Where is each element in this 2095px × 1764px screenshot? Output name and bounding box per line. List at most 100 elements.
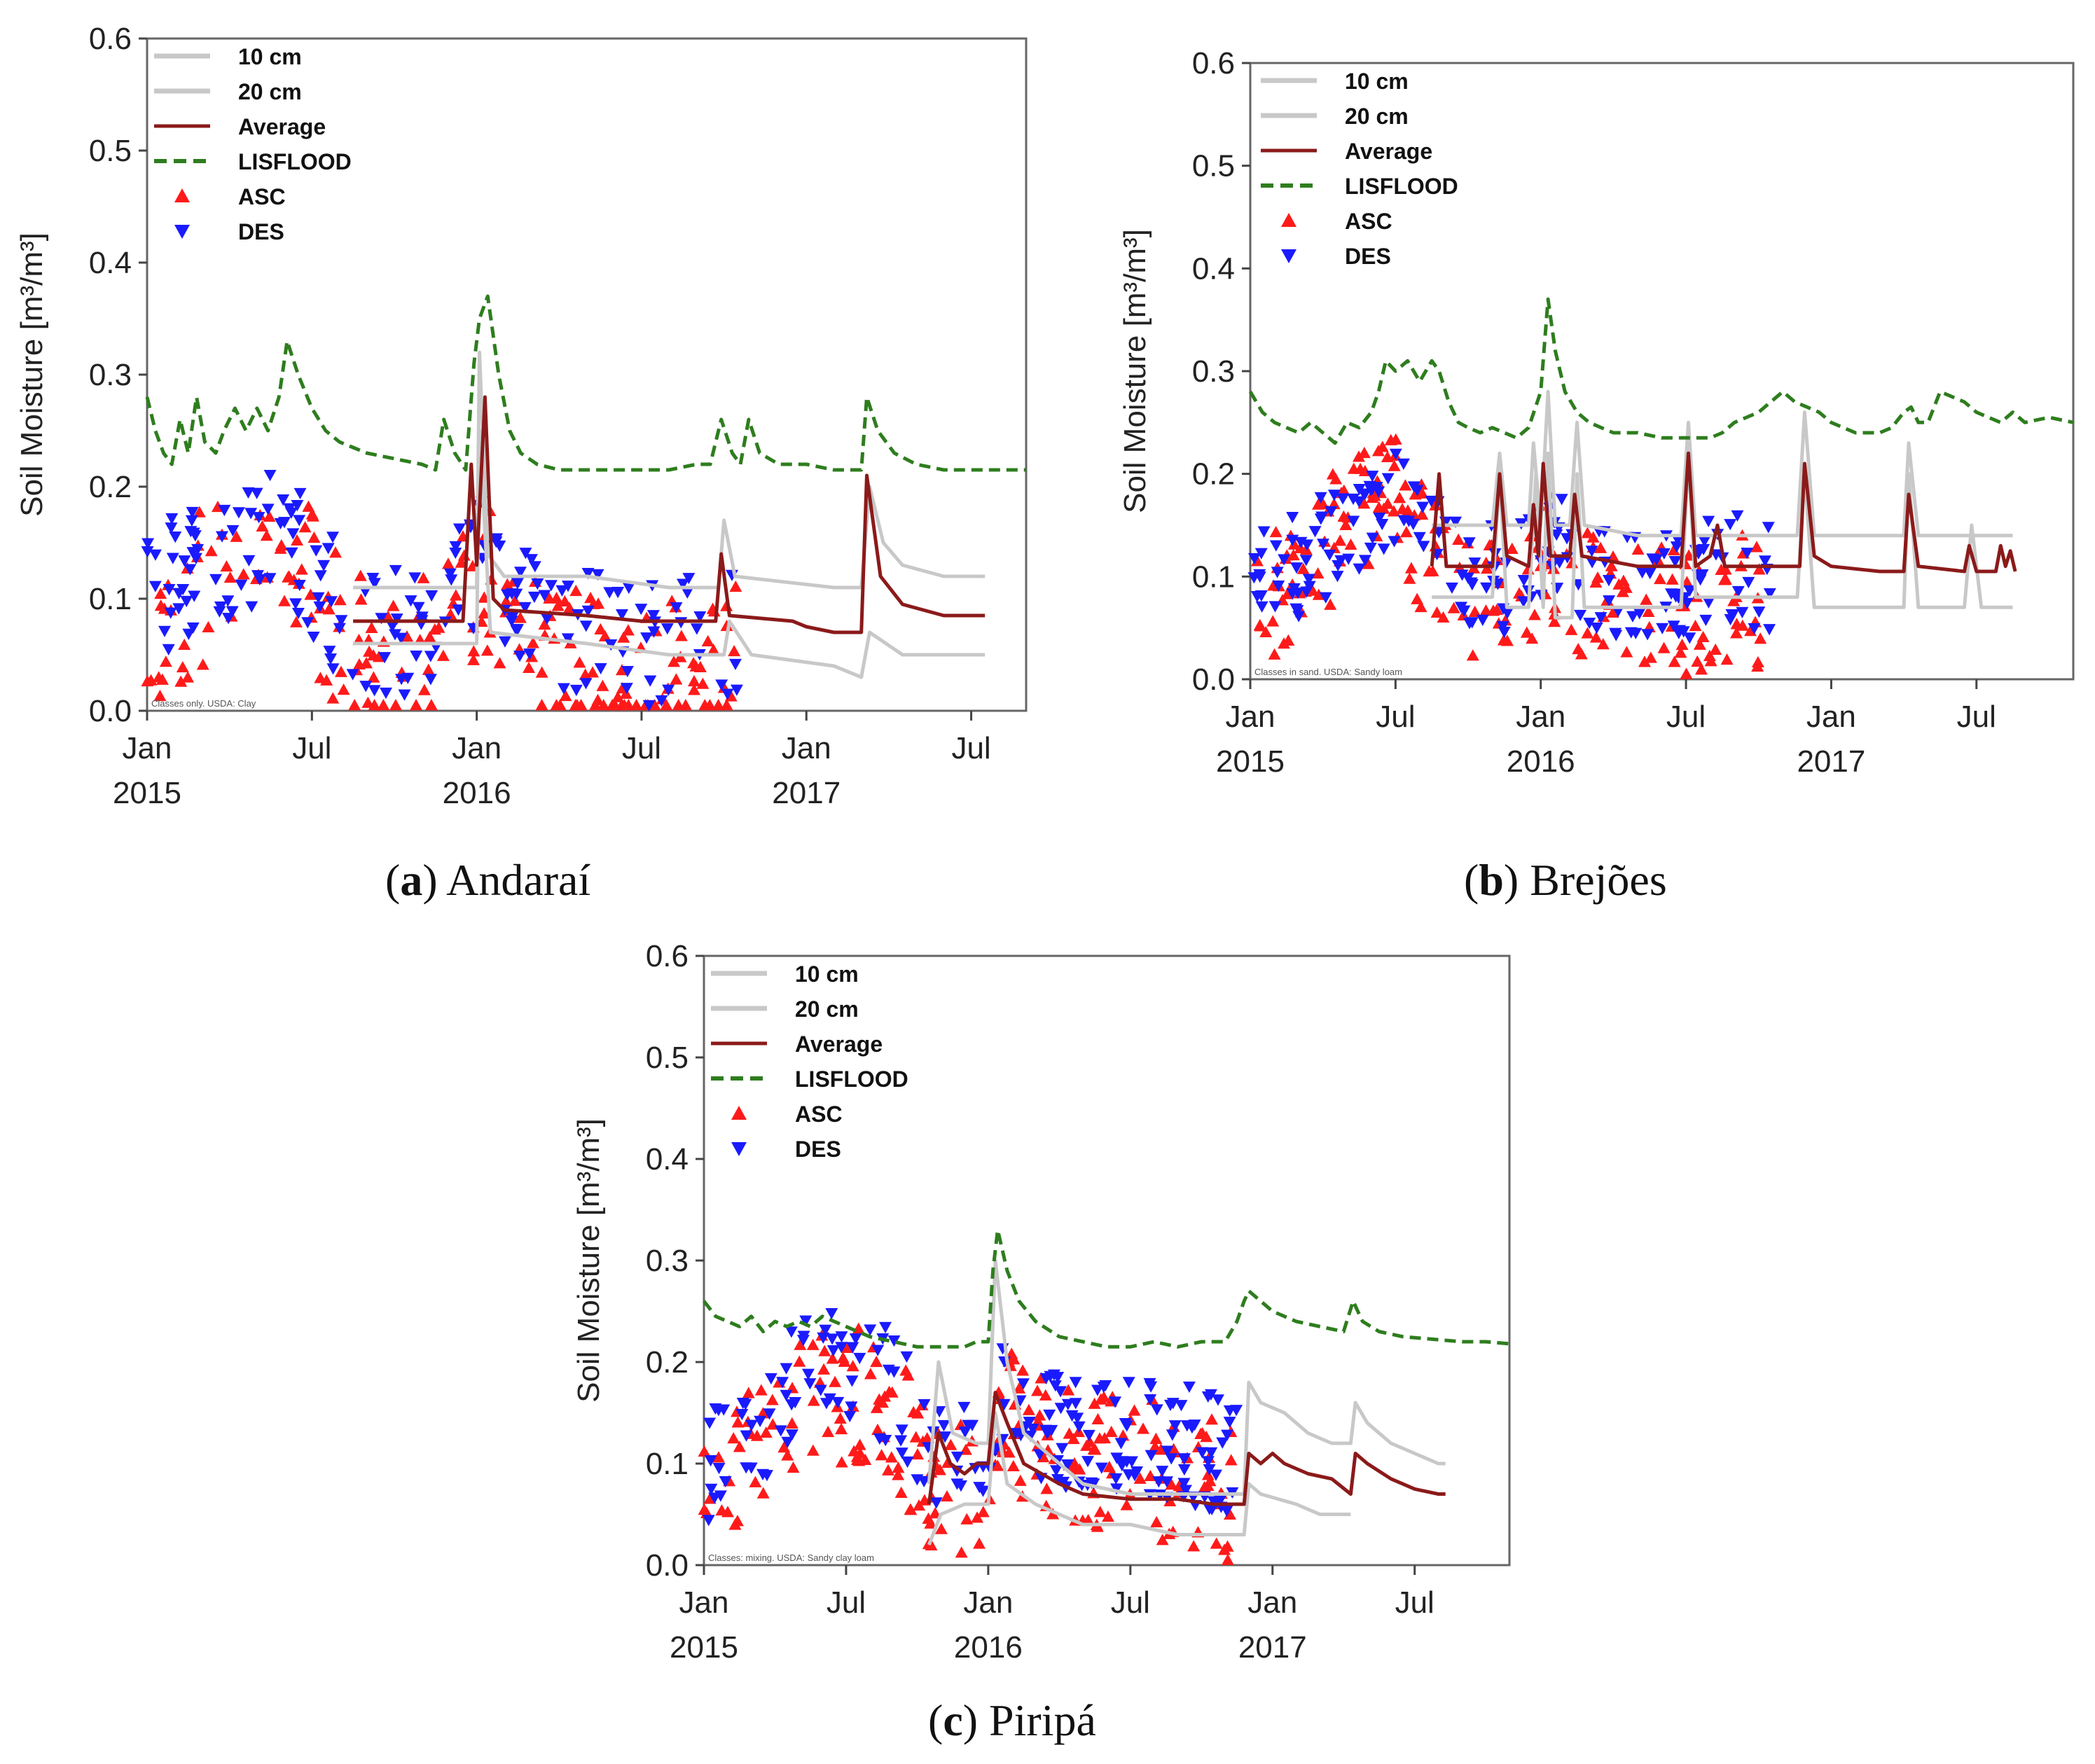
des-marker xyxy=(1316,539,1329,550)
asc-marker xyxy=(329,546,343,558)
asc-marker xyxy=(1430,606,1444,618)
asc-marker xyxy=(976,1506,990,1518)
des-marker xyxy=(1463,618,1477,630)
des-marker xyxy=(1585,546,1598,557)
asc-marker xyxy=(1709,643,1722,655)
asc-marker xyxy=(1619,581,1633,593)
asc-marker xyxy=(1589,576,1603,588)
y-tick-label: 0.1 xyxy=(1192,560,1235,594)
des-marker xyxy=(164,607,177,619)
des-marker xyxy=(538,590,551,602)
des-marker xyxy=(510,588,523,600)
asc-marker xyxy=(1586,531,1600,543)
asc-marker xyxy=(687,674,700,687)
chart-andarai: 0.0 0.1 0.2 0.3 0.4 0.5 0.6 Jan 2015 Jul Jan 2016 Ju… xyxy=(15,22,1028,810)
asc-marker xyxy=(417,571,430,583)
des-marker xyxy=(647,626,661,638)
legend-label: ASC xyxy=(238,184,286,209)
des-marker xyxy=(252,512,265,524)
asc-marker xyxy=(1013,1382,1026,1394)
des-marker xyxy=(708,1492,721,1504)
des-marker xyxy=(1254,548,1268,560)
asc-marker xyxy=(793,1355,806,1367)
asc-marker xyxy=(619,687,632,699)
des-marker xyxy=(900,1351,913,1363)
asc-marker xyxy=(1381,450,1394,462)
asc-marker xyxy=(1736,619,1749,631)
asc-marker xyxy=(1221,1553,1234,1565)
des-marker xyxy=(1336,493,1350,505)
legend-asc-swatch xyxy=(174,188,190,202)
des-marker xyxy=(555,585,569,597)
des-marker xyxy=(1381,473,1395,485)
soil-class-note: Classes only. USDA: Clay xyxy=(151,698,256,709)
des-marker xyxy=(1253,569,1266,581)
asc-marker xyxy=(1468,605,1481,617)
des-marker xyxy=(843,1410,857,1423)
des-marker xyxy=(226,525,240,537)
asc-marker xyxy=(1150,1515,1163,1527)
asc-marker xyxy=(1039,1389,1052,1401)
des-marker xyxy=(519,548,532,560)
asc-marker xyxy=(1719,573,1732,585)
des-marker xyxy=(289,598,303,610)
asc-marker xyxy=(569,584,583,597)
legend-label: LISFLOOD xyxy=(1345,174,1458,199)
asc-marker xyxy=(703,699,717,711)
des-marker xyxy=(817,1332,830,1344)
asc-marker xyxy=(153,689,167,702)
des-marker xyxy=(1168,1420,1182,1432)
asc-marker xyxy=(1324,598,1337,610)
des-marker xyxy=(185,515,198,527)
asc-marker xyxy=(1329,473,1343,485)
des-marker xyxy=(785,1429,798,1441)
asc-marker xyxy=(306,510,319,522)
des-marker xyxy=(226,606,239,618)
asc-marker xyxy=(1068,1457,1081,1469)
asc-marker xyxy=(1136,1422,1149,1434)
des-marker xyxy=(615,609,628,621)
des-marker xyxy=(1416,501,1430,513)
des-marker xyxy=(1667,620,1680,632)
asc-marker xyxy=(853,1438,866,1450)
y-tick-label: 0.1 xyxy=(89,582,132,616)
des-marker xyxy=(1049,1380,1062,1392)
asc-marker xyxy=(559,689,572,702)
des-marker xyxy=(1358,555,1371,567)
asc-marker xyxy=(354,593,368,605)
asc-marker xyxy=(205,545,218,557)
des-marker xyxy=(235,579,248,591)
asc-marker xyxy=(731,1416,745,1428)
asc-marker xyxy=(1337,510,1350,522)
asc-marker xyxy=(1281,588,1294,599)
des-marker xyxy=(784,1326,798,1338)
asc-marker xyxy=(1680,667,1693,679)
asc-marker xyxy=(607,699,621,711)
des-marker xyxy=(518,602,532,613)
asc-marker xyxy=(424,699,438,711)
legend-label: Average xyxy=(1345,139,1432,164)
y-tick-label: 0.6 xyxy=(646,939,689,973)
des-marker xyxy=(730,684,743,696)
des-marker xyxy=(425,590,438,602)
asc-marker xyxy=(875,1449,888,1461)
des-marker xyxy=(1033,1449,1046,1461)
asc-marker xyxy=(436,649,450,661)
des-marker xyxy=(277,494,290,506)
asc-marker xyxy=(728,1518,742,1530)
des-marker xyxy=(895,1447,908,1459)
des-marker xyxy=(412,602,425,613)
asc-marker xyxy=(337,683,350,695)
asc-marker xyxy=(1589,631,1603,643)
legend-label: 20 cm xyxy=(795,996,859,1022)
asc-marker xyxy=(314,672,327,683)
asc-marker xyxy=(701,634,714,647)
des-marker xyxy=(1182,1381,1196,1394)
legend-des-swatch xyxy=(174,225,190,239)
des-marker xyxy=(162,644,175,655)
des-points xyxy=(1247,448,1776,644)
asc-marker xyxy=(361,696,375,708)
y-axis-label: Soil Moisture [m³/m³] xyxy=(572,1118,606,1403)
asc-marker xyxy=(1414,600,1427,613)
des-marker xyxy=(165,513,179,525)
